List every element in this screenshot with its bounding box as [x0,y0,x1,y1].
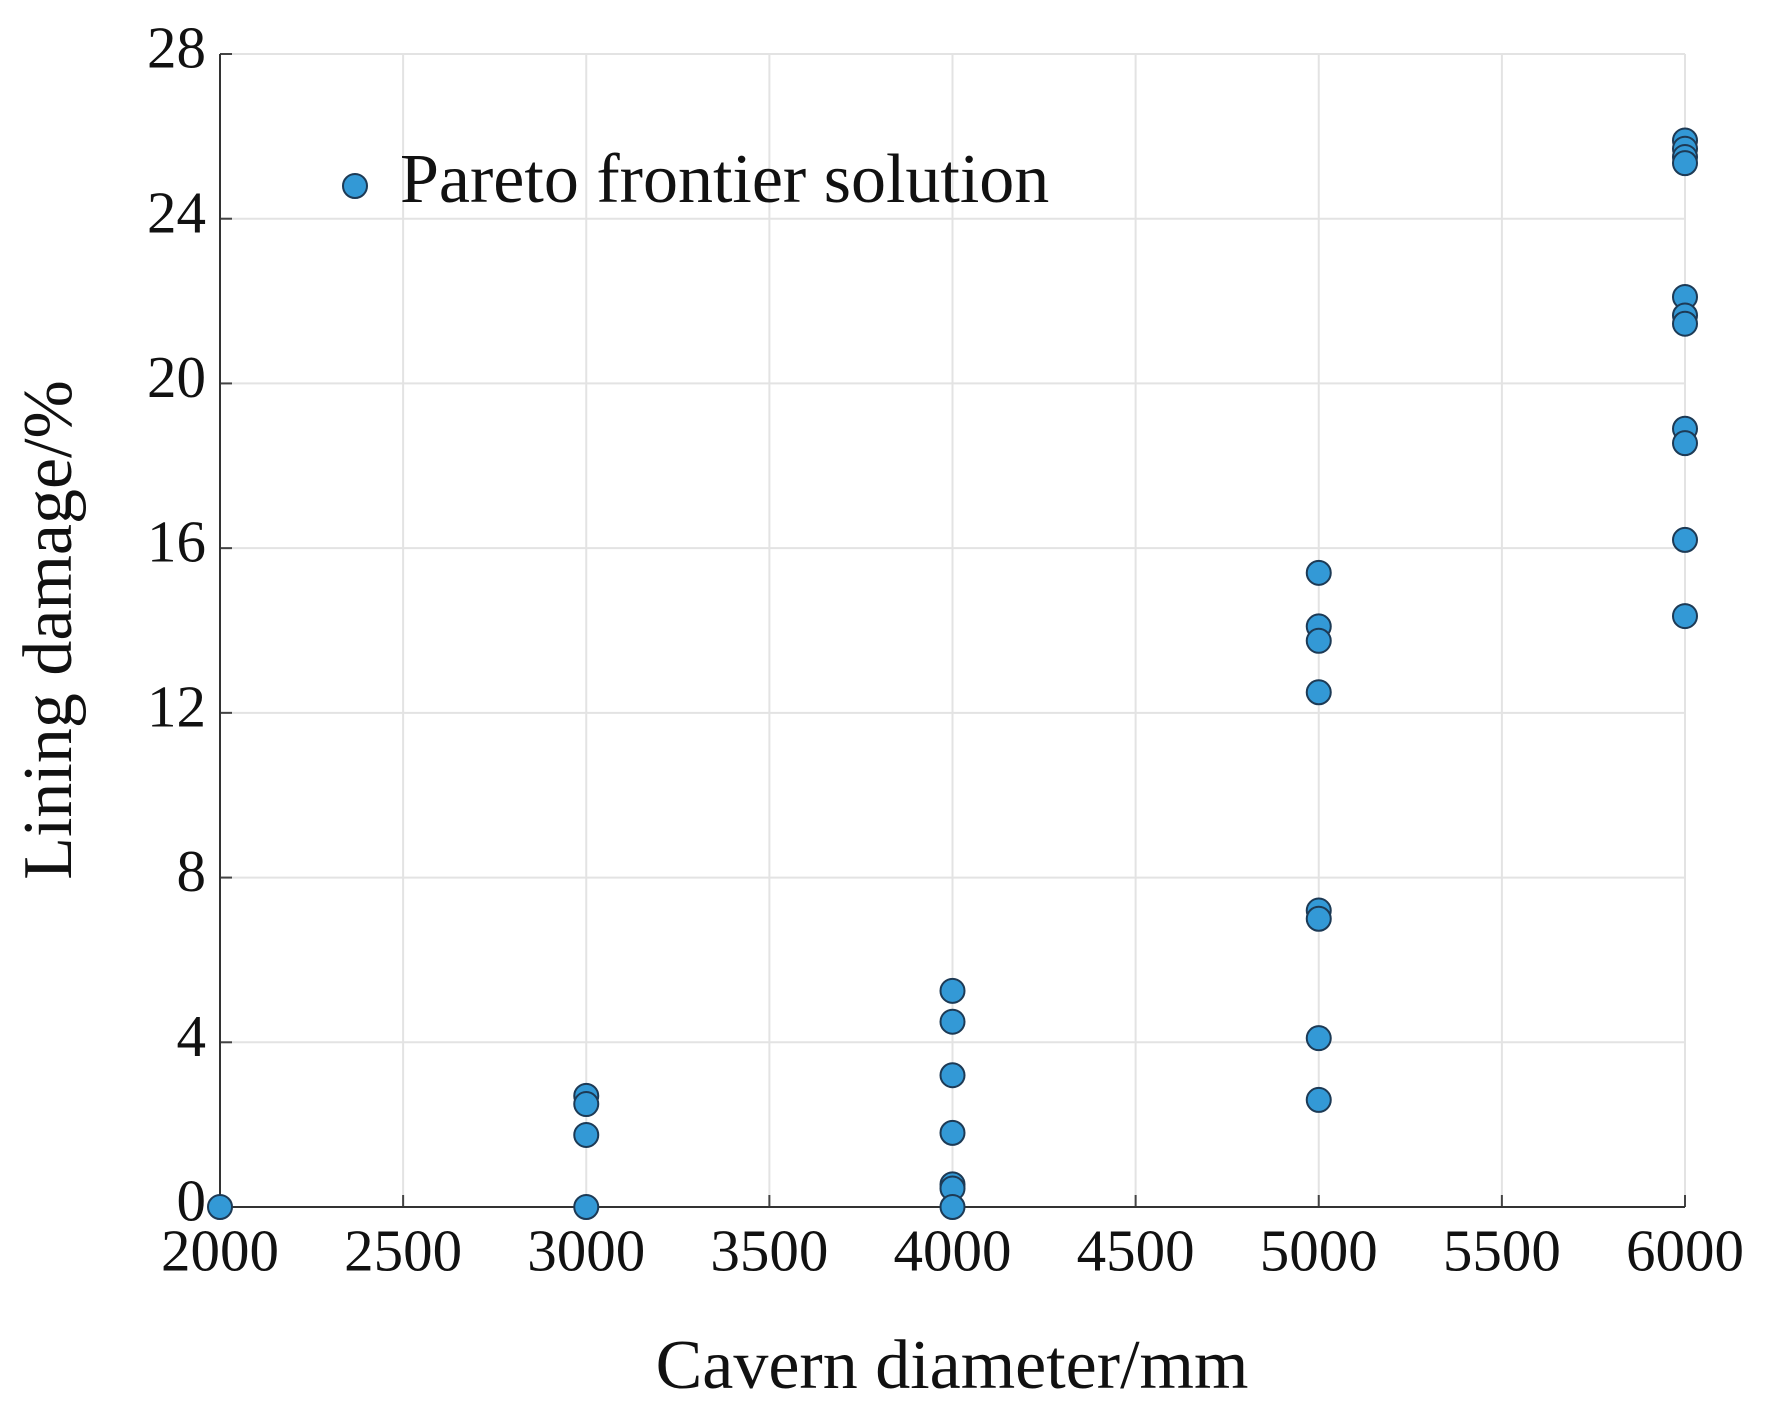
x-tick-label: 5500 [1443,1218,1561,1284]
y-tick-label: 28 [147,15,206,81]
point [1305,679,1332,706]
y-tick-label: 16 [147,509,206,575]
point [939,1062,966,1089]
x-tick-label: 3000 [527,1218,645,1284]
point [1305,627,1332,654]
point [939,1194,966,1220]
point [1672,150,1698,177]
x-tick-label: 6000 [1626,1218,1744,1284]
x-tick-label: 4000 [894,1218,1012,1284]
legend-label: Pareto frontier solution [400,141,1049,218]
point [1672,603,1698,630]
y-tick-label: 8 [177,838,207,904]
point [1672,526,1698,553]
y-tick-label: 0 [177,1168,207,1234]
x-tick-label: 2500 [344,1218,462,1284]
x-axis-label: Cavern diameter/mm [656,1327,1249,1404]
point [1305,1025,1332,1052]
x-tick-label: 4500 [1077,1218,1195,1284]
x-tick-label: 5000 [1260,1218,1378,1284]
point [573,1121,600,1148]
y-tick-label: 4 [177,1003,207,1069]
y-tick-label: 20 [147,344,206,410]
point [1672,430,1698,457]
point [1672,310,1698,337]
point [573,1091,600,1118]
x-tick-label: 3500 [710,1218,828,1284]
point [207,1194,233,1220]
point [939,1008,966,1035]
point [573,1194,600,1220]
y-axis-label: Lining damage/% [10,380,87,880]
x-tick-label: 2000 [161,1218,279,1284]
y-tick-label: 12 [147,673,206,739]
point [1305,905,1332,932]
point [1305,559,1332,586]
point [1305,1086,1332,1113]
legend-marker [342,173,368,199]
point [939,977,966,1004]
point [939,1119,966,1146]
y-tick-label: 24 [147,179,206,245]
